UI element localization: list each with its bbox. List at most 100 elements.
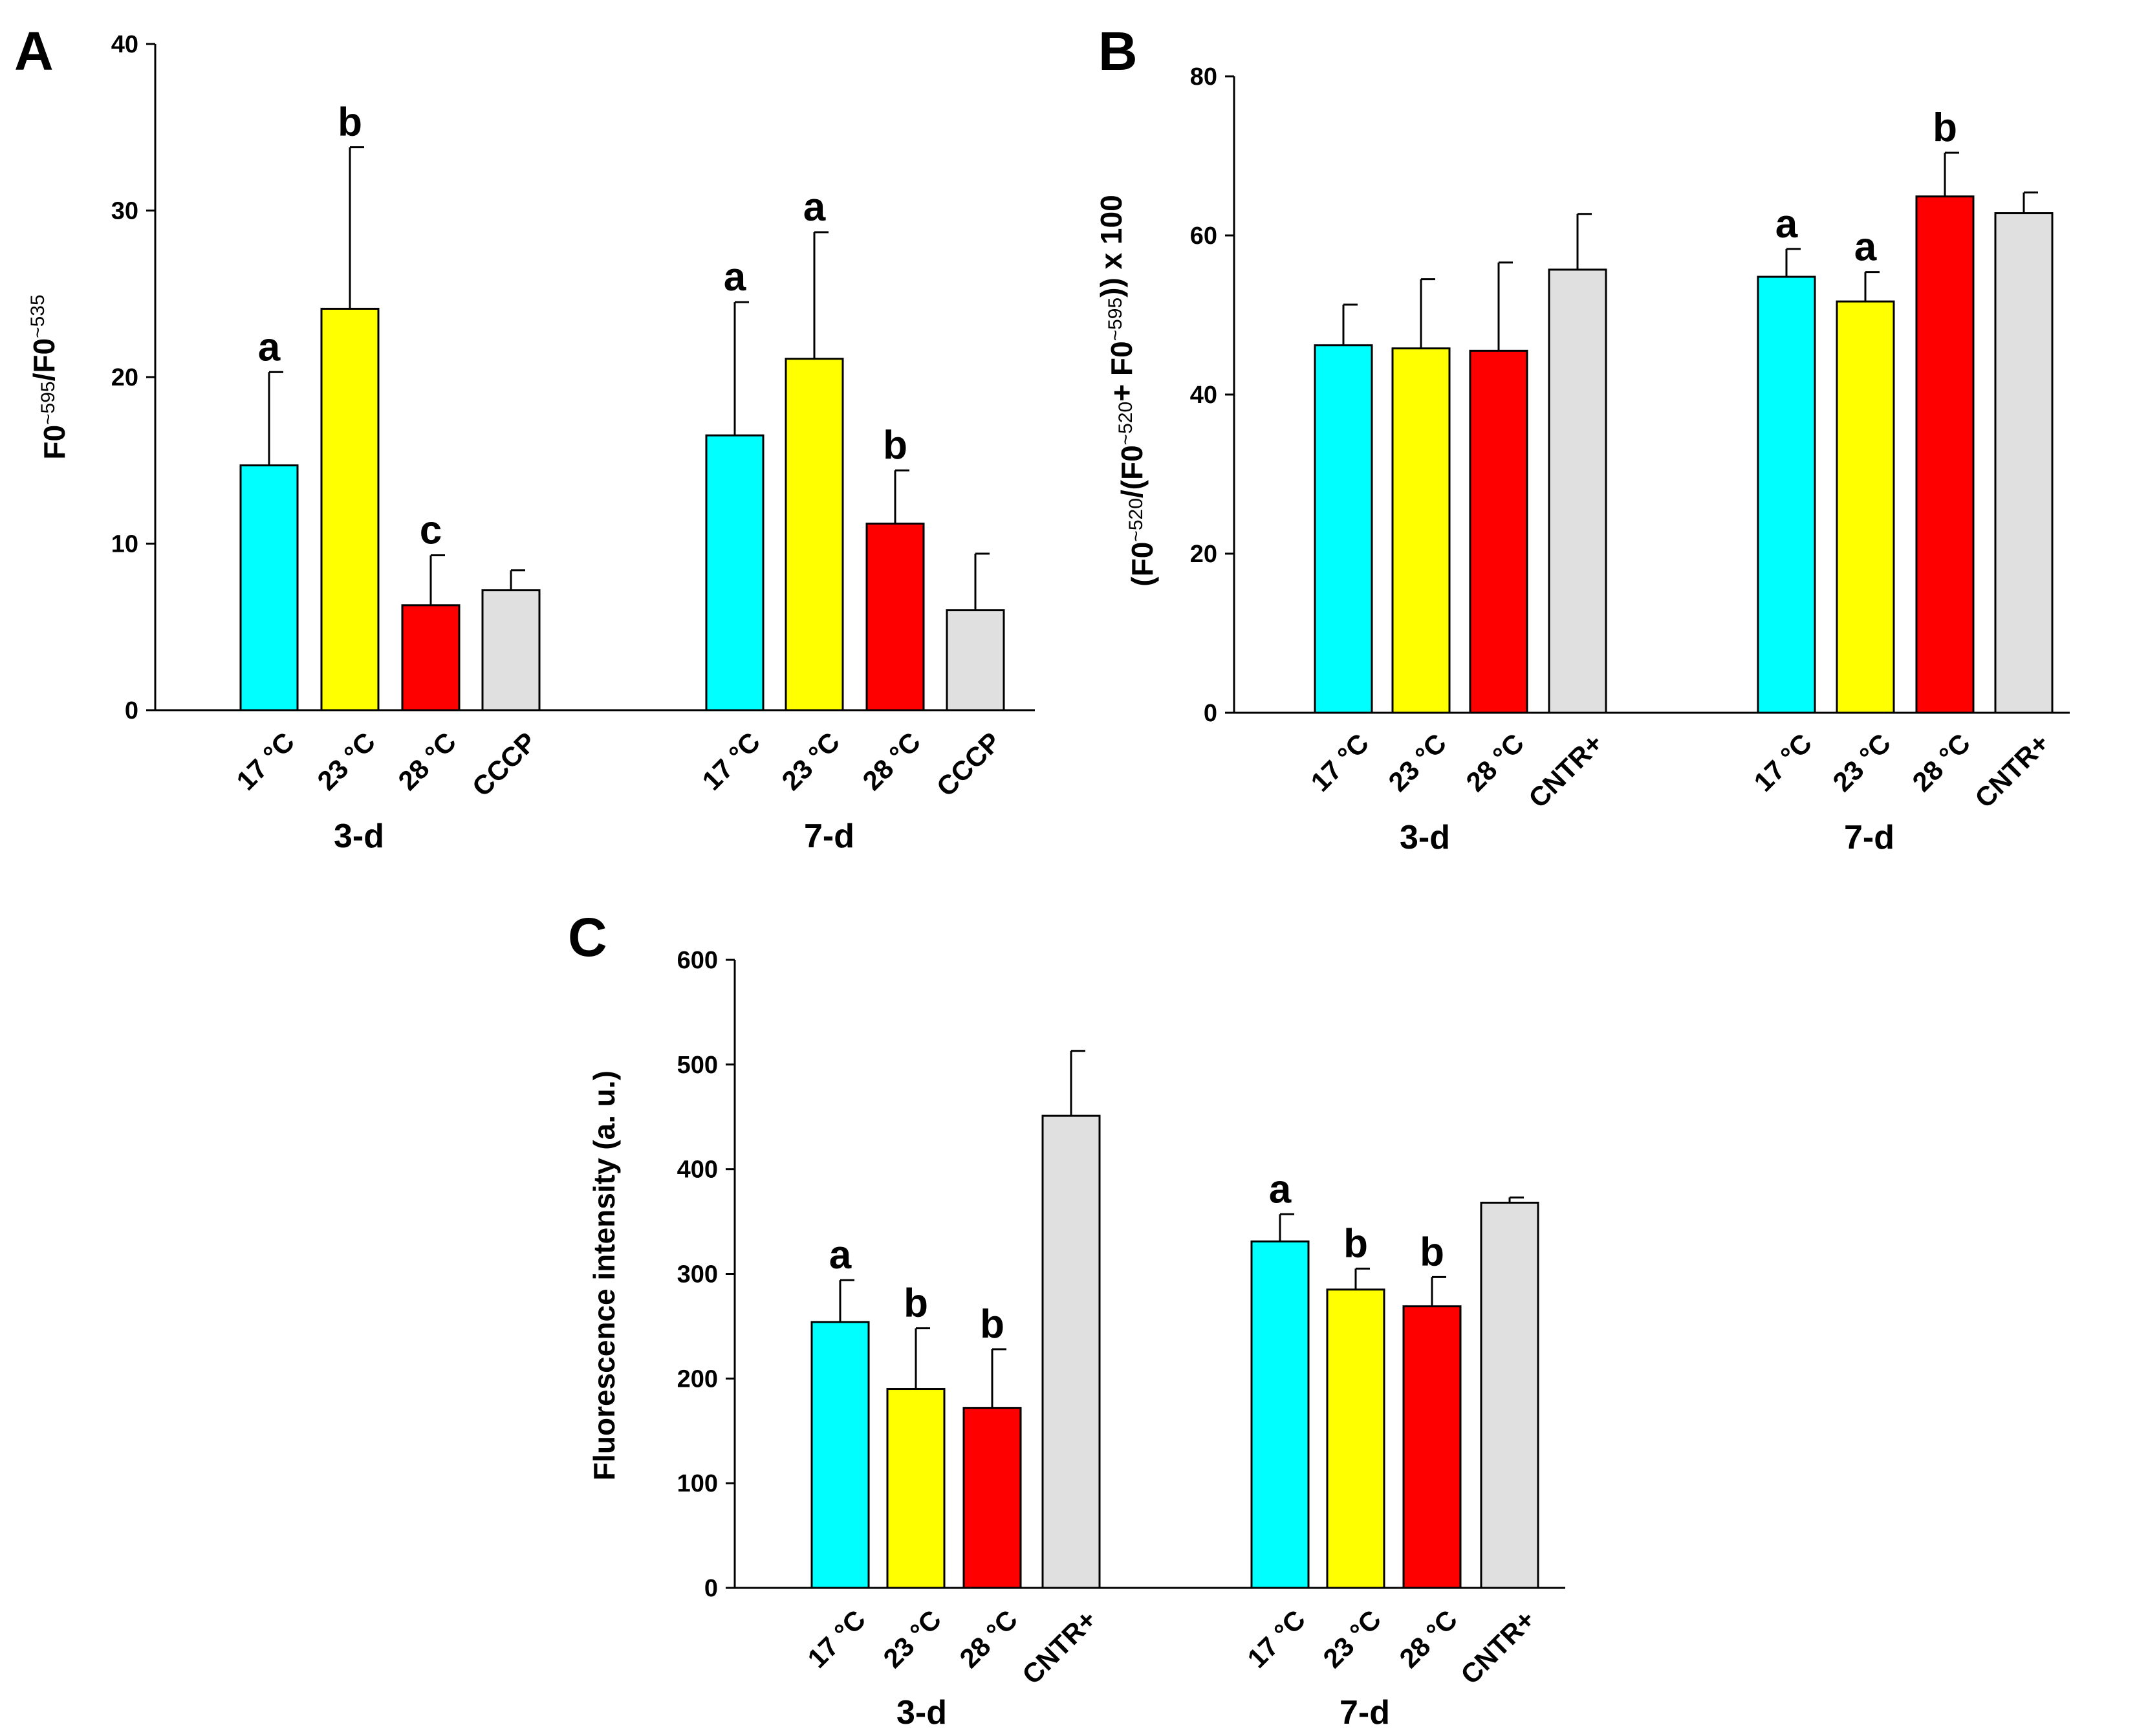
y-tick-label: 500 <box>677 1052 718 1079</box>
bar-3-d-CNTR+ <box>1041 1114 1101 1589</box>
y-tick-label: 0 <box>125 697 138 724</box>
y-tick-label: 100 <box>677 1470 718 1497</box>
bar-7-d-17C <box>1757 276 1816 714</box>
x-tick-label: 28 °C <box>392 726 462 796</box>
x-tick-label: CNTR+ <box>1969 728 2055 814</box>
group-label: 3-d <box>1400 819 1450 856</box>
bar-7-d-23C <box>1836 300 1895 714</box>
panel-a: A 0 10 20 30 40 F0~595/F0~535 a 17 °C b 23 °C c 28 °… <box>14 21 1035 855</box>
significance-label: b <box>338 100 362 145</box>
x-tick-label: CCCP <box>466 726 542 802</box>
y-tick-label: 60 <box>1190 222 1217 250</box>
y-tick-label: 600 <box>677 947 718 974</box>
group-label: 7-d <box>1844 819 1894 856</box>
bar-3-d-23C <box>1391 347 1451 714</box>
x-tick-label: 17 °C <box>801 1604 871 1674</box>
x-tick-label: 23 °C <box>1827 728 1896 797</box>
x-tick-label: 17 °C <box>1748 728 1817 797</box>
panel-c: C 0 100 200 300 400 500 600 Fluorescence intensi… <box>568 907 1565 1731</box>
bar-7-d-CNTR+ <box>1480 1201 1539 1589</box>
y-tick-label: 20 <box>111 364 138 391</box>
bar-7-d-23C <box>1326 1288 1385 1589</box>
significance-label: a <box>258 325 281 369</box>
significance-label: a <box>1775 202 1798 246</box>
bar-7-d-17C <box>705 434 765 711</box>
bar-3-d-28C <box>401 604 461 711</box>
significance-label: b <box>883 423 907 468</box>
y-tick-label: 80 <box>1190 63 1217 91</box>
significance-label: a <box>803 185 826 230</box>
significance-label: b <box>1933 105 1957 150</box>
x-tick-label: 28 °C <box>856 726 926 796</box>
x-tick-label: 17 °C <box>1305 728 1374 797</box>
bar-3-d-28C <box>1469 349 1528 714</box>
bar-7-d-28C <box>1402 1305 1462 1589</box>
x-tick-label: 17 °C <box>1241 1604 1311 1674</box>
group-label: 3-d <box>896 1694 947 1731</box>
panel-letter: A <box>14 21 54 81</box>
x-tick-label: CCCP <box>931 726 1006 802</box>
x-tick-label: 17 °C <box>696 726 766 796</box>
y-tick-label: 40 <box>111 31 138 58</box>
bar-7-d-23C <box>785 358 844 711</box>
x-tick-label: 28 °C <box>1393 1604 1463 1674</box>
y-tick-label: 300 <box>677 1261 718 1288</box>
bar-3-d-23C <box>320 307 380 711</box>
x-tick-label: 23 °C <box>877 1604 947 1674</box>
panel-letter: C <box>568 907 607 968</box>
y-tick-label: 10 <box>111 531 138 558</box>
bar-3-d-17C <box>239 464 299 711</box>
y-tick-label: 0 <box>704 1575 718 1602</box>
bar-7-d-28C <box>865 523 925 711</box>
x-tick-label: 28 °C <box>1906 728 1976 797</box>
x-tick-label: CNTR+ <box>1523 728 1609 814</box>
significance-label: b <box>980 1302 1004 1347</box>
y-tick-label: 30 <box>111 198 138 225</box>
x-tick-label: CNTR+ <box>1016 1604 1102 1690</box>
bar-3-d-23C <box>886 1388 946 1589</box>
bar-3-d-CCCP <box>481 589 541 711</box>
bar-7-d-CCCP <box>946 609 1005 711</box>
bar-7-d-28C <box>1915 195 1975 714</box>
significance-label: a <box>1269 1167 1292 1211</box>
bar-3-d-17C <box>1314 344 1373 714</box>
y-tick-label: 0 <box>1204 700 1217 727</box>
significance-label: b <box>904 1281 928 1326</box>
x-tick-label: 28 °C <box>953 1604 1023 1674</box>
group-label: 7-d <box>804 818 854 855</box>
y-tick-label: 20 <box>1190 541 1217 568</box>
x-tick-label: 23 °C <box>311 726 381 796</box>
significance-label: c <box>420 508 442 553</box>
x-tick-label: 23 °C <box>776 726 845 796</box>
bar-3-d-17C <box>810 1321 870 1589</box>
significance-label: a <box>829 1233 852 1277</box>
significance-label: a <box>1854 225 1877 270</box>
significance-label: b <box>1420 1230 1444 1274</box>
group-label: 7-d <box>1340 1694 1390 1731</box>
x-tick-label: 28 °C <box>1460 728 1530 797</box>
y-tick-label: 400 <box>677 1156 718 1184</box>
bar-7-d-17C <box>1250 1240 1310 1589</box>
y-axis-label: F0~595/F0~535 <box>27 294 71 459</box>
x-tick-label: CNTR+ <box>1455 1604 1541 1690</box>
bar-3-d-CNTR+ <box>1548 268 1607 714</box>
x-tick-label: 23 °C <box>1317 1604 1387 1674</box>
panel-b: B 0 20 40 60 80 (F0~520/(F0~520+ F0~595)) x 10… <box>1094 21 2070 856</box>
bar-7-d-CNTR+ <box>1994 212 2054 714</box>
significance-label: a <box>724 255 746 299</box>
x-tick-label: 23 °C <box>1382 728 1452 797</box>
significance-label: b <box>1343 1221 1368 1266</box>
group-label: 3-d <box>334 818 384 855</box>
x-tick-label: 17 °C <box>230 726 300 796</box>
bar-3-d-28C <box>962 1407 1022 1589</box>
y-axis-label: (F0~520/(F0~520+ F0~595)) x 100 <box>1094 195 1159 586</box>
y-tick-label: 200 <box>677 1365 718 1393</box>
panel-letter: B <box>1098 21 1138 81</box>
y-tick-label: 40 <box>1190 382 1217 409</box>
bar-group-3-d: a 17 °C b 23 °C c 28 °C CCCP <box>230 100 542 803</box>
